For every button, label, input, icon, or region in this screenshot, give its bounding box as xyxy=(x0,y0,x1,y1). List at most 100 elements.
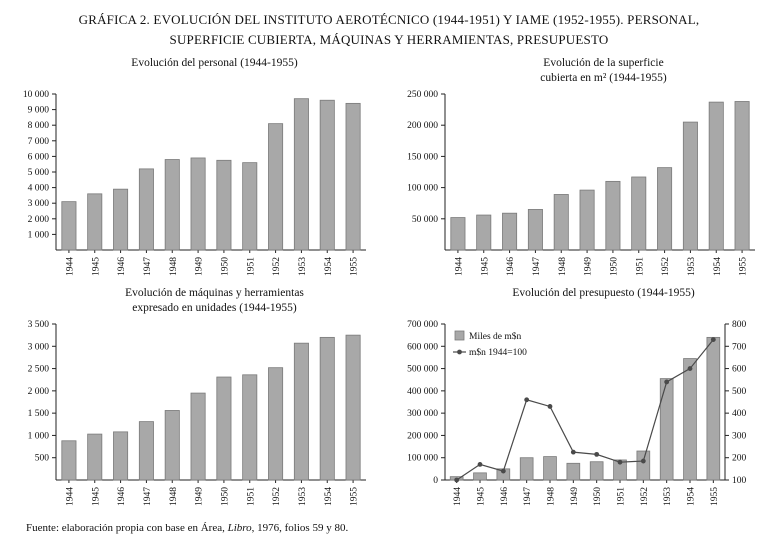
y-tick-label: 200 000 xyxy=(407,431,438,441)
y-tick-label: 8 000 xyxy=(28,121,50,131)
chart-personal: Evolución del personal (1944-1955) 1 000 2… xyxy=(0,54,389,284)
bar-1954 xyxy=(708,101,724,251)
y-tick-label: 1 000 xyxy=(28,230,50,240)
x-tick-label: 1952 xyxy=(272,487,282,506)
x-tick-label: 1955 xyxy=(350,487,360,506)
bar-1944 xyxy=(450,217,466,251)
x-tick-label: 1953 xyxy=(687,257,697,276)
line-series xyxy=(456,339,714,481)
x-tick-label: 1948 xyxy=(558,257,568,276)
x-tick-label: 1946 xyxy=(500,487,510,506)
figure-title-line2: SUPERFICIE CUBIERTA, MÁQUINAS Y HERRAMIE… xyxy=(169,32,609,47)
chart-title: Evolución del personal (1944-1955) xyxy=(0,54,389,88)
bar-1951 xyxy=(631,176,647,251)
bar-1953 xyxy=(659,378,674,481)
bar-1947 xyxy=(138,421,154,481)
x-tick-label: 1946 xyxy=(117,257,127,276)
x-tick-label: 1949 xyxy=(584,257,594,276)
y2-tick-label: 700 xyxy=(732,342,747,352)
bar-1948 xyxy=(164,410,180,481)
legend-bar-swatch xyxy=(454,330,465,341)
bar-1948 xyxy=(553,194,569,251)
source-italic-title: Libro xyxy=(227,522,252,534)
x-tick-label: 1954 xyxy=(324,257,334,276)
y-tick-label: 150 000 xyxy=(407,152,438,162)
y2-tick-label: 200 xyxy=(732,454,747,464)
bar-1949 xyxy=(190,157,206,251)
x-tick-label: 1953 xyxy=(298,257,308,276)
y-tick-label: 2 500 xyxy=(28,365,50,375)
bar-1948 xyxy=(164,159,180,251)
x-tick-label: 1949 xyxy=(195,487,205,506)
chart-plot: 0 100 000 200 000 300 000 400 000 500 000 600 … xyxy=(407,320,747,506)
bar-1955 xyxy=(345,102,361,251)
y-tick-label: 1 500 xyxy=(28,409,50,419)
bar-1953 xyxy=(293,342,309,481)
figure-title: GRÁFICA 2. EVOLUCIÓN DEL INSTITUTO AEROT… xyxy=(0,10,778,50)
y-tick-label: 250 000 xyxy=(407,90,438,100)
x-tick-label: 1950 xyxy=(220,487,230,506)
bar-1946 xyxy=(502,212,518,251)
x-tick-label: 1949 xyxy=(195,257,205,276)
bar-1950 xyxy=(216,376,232,481)
y-tick-label: 5 000 xyxy=(28,168,50,178)
bar-1951 xyxy=(242,162,258,251)
figure-title-line1: GRÁFICA 2. EVOLUCIÓN DEL INSTITUTO AEROT… xyxy=(78,12,700,27)
x-tick-label: 1950 xyxy=(609,257,619,276)
y2-tick-label: 400 xyxy=(732,409,747,419)
x-tick-label: 1949 xyxy=(570,487,580,506)
marker-1951 xyxy=(617,459,623,465)
y2-tick-label: 800 xyxy=(732,320,747,330)
bar-1953 xyxy=(682,121,698,251)
y2-tick-label: 100 xyxy=(732,476,747,486)
bar-1947 xyxy=(527,209,543,251)
x-tick-label: 1948 xyxy=(547,487,557,506)
chart-title-line: Evolución del personal (1944-1955) xyxy=(131,57,298,69)
y-tick-label: 700 000 xyxy=(407,320,438,330)
bar-1944 xyxy=(61,440,77,481)
marker-1948 xyxy=(547,404,553,409)
marker-1949 xyxy=(570,449,576,455)
source-note: Fuente: elaboración propia con base en Á… xyxy=(0,522,778,534)
x-tick-label: 1947 xyxy=(143,487,153,506)
charts-grid: Evolución del personal (1944-1955) 1 000 2… xyxy=(0,54,778,514)
chart-plot: 50 000 100 000 150 000 200 000 250 000 1944 19… xyxy=(407,90,755,276)
y-tick-label: 400 000 xyxy=(407,387,438,397)
x-tick-label: 1951 xyxy=(617,487,627,506)
y-tick-label: 500 xyxy=(35,454,50,464)
source-suffix: , 1976, folios 59 y 80. xyxy=(251,522,349,534)
x-tick-label: 1953 xyxy=(298,487,308,506)
x-tick-label: 1953 xyxy=(663,487,673,506)
x-tick-label: 1944 xyxy=(453,487,463,506)
x-tick-label: 1947 xyxy=(143,257,153,276)
bar-1945 xyxy=(87,193,103,251)
x-tick-label: 1947 xyxy=(523,487,533,506)
x-tick-label: 1945 xyxy=(91,487,101,506)
bar-1955 xyxy=(734,101,750,251)
chart-title-line: Evolución de la superficie xyxy=(543,57,664,69)
chart-title-line: Evolución de máquinas y herramientas xyxy=(125,287,304,299)
chart-title: Evolución de la superficie cubierta en m²… xyxy=(389,54,778,88)
x-tick-label: 1944 xyxy=(65,257,75,276)
x-tick-label: 1946 xyxy=(117,487,127,506)
bar-1946 xyxy=(113,188,129,251)
y-tick-label: 3 000 xyxy=(28,199,50,209)
bar-1955 xyxy=(706,336,721,481)
x-tick-label: 1950 xyxy=(593,487,603,506)
y-tick-label: 9 000 xyxy=(28,106,50,116)
y-tick-label: 100 000 xyxy=(407,184,438,194)
bar-1945 xyxy=(476,214,492,251)
bar-1945 xyxy=(473,472,487,481)
legend-line-marker xyxy=(457,349,462,355)
y2-tick-label: 600 xyxy=(732,365,747,375)
chart-title: Evolución de máquinas y herramientas expr… xyxy=(0,284,389,318)
legend-label-line: m$n 1944=100 xyxy=(469,347,527,358)
y-tick-label: 200 000 xyxy=(407,121,438,131)
y-tick-label: 7 000 xyxy=(28,137,50,147)
marker-1950 xyxy=(594,451,600,457)
x-tick-label: 1950 xyxy=(220,257,230,276)
chart-maquinas-herramientas: Evolución de máquinas y herramientas expr… xyxy=(0,284,389,514)
y-tick-label: 0 xyxy=(433,476,438,486)
marker-1947 xyxy=(524,397,530,403)
bar-1954 xyxy=(319,99,335,251)
